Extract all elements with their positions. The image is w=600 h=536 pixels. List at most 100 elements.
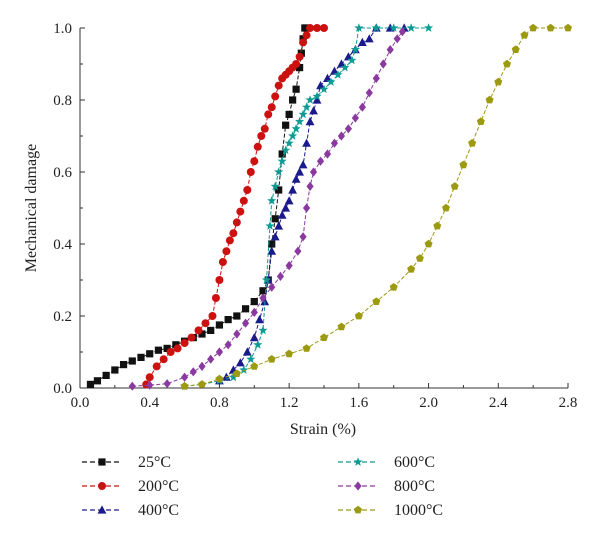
data-point (347, 55, 357, 65)
legend-marker (98, 482, 106, 490)
legend-marker (354, 481, 362, 491)
data-point (302, 31, 311, 40)
data-point (267, 103, 276, 112)
data-point (93, 377, 102, 385)
data-point (316, 81, 325, 90)
series-5 (180, 23, 572, 390)
data-point (344, 52, 353, 61)
data-point (239, 196, 248, 205)
series-4 (128, 27, 407, 391)
data-point (285, 349, 294, 358)
data-point (258, 325, 268, 335)
data-point (354, 23, 364, 32)
data-point (365, 88, 373, 98)
data-point (180, 339, 189, 347)
data-point (152, 362, 161, 371)
data-point (299, 38, 308, 47)
data-point (285, 261, 293, 271)
data-point (564, 23, 572, 32)
data-point (235, 358, 245, 367)
data-point (215, 374, 224, 383)
data-point (173, 344, 182, 353)
legend-label: 800°C (394, 478, 435, 495)
legend-label: 25°C (138, 454, 171, 471)
data-point (232, 369, 241, 377)
data-point (260, 124, 269, 133)
data-point (326, 77, 336, 86)
data-point (351, 113, 359, 123)
data-point (407, 265, 416, 273)
data-point (246, 168, 255, 176)
data-point (267, 355, 276, 363)
legend-marker (353, 457, 363, 466)
data-point (323, 73, 332, 82)
data-point (305, 95, 315, 104)
data-point (146, 350, 154, 358)
x-tick-label: 2.8 (559, 395, 578, 411)
data-point (291, 174, 301, 183)
data-point (398, 27, 407, 37)
data-point (102, 371, 110, 379)
data-point (255, 315, 264, 324)
data-point (267, 196, 277, 205)
data-point (259, 293, 267, 303)
data-point (189, 367, 197, 377)
x-tick-label: 1.2 (280, 395, 299, 411)
data-point (289, 96, 297, 104)
data-point (218, 258, 227, 266)
data-point (267, 246, 277, 255)
data-point (295, 116, 305, 126)
legend-marker (354, 505, 362, 514)
x-tick-label: 2.4 (489, 395, 508, 411)
data-point (312, 91, 322, 101)
legend-label: 400°C (138, 502, 179, 519)
data-point (270, 181, 280, 191)
data-point (128, 357, 136, 365)
data-point (299, 232, 307, 242)
data-point (302, 102, 312, 112)
data-point (291, 124, 301, 133)
data-point (285, 110, 293, 118)
data-point (215, 276, 224, 284)
data-point (503, 59, 511, 68)
data-point (281, 203, 291, 212)
data-point (253, 142, 262, 151)
data-point (320, 24, 328, 32)
data-point (274, 81, 283, 90)
data-point (340, 62, 350, 72)
data-point (274, 221, 284, 230)
legend-item-4: 800°C (338, 478, 435, 495)
data-point (207, 326, 215, 334)
data-point (330, 138, 339, 148)
data-point (450, 182, 459, 190)
data-point (229, 229, 238, 238)
data-point (180, 382, 189, 390)
data-point (187, 333, 196, 342)
x-tick-label: 1.6 (349, 395, 368, 411)
data-point (232, 218, 241, 227)
data-point (511, 45, 520, 53)
data-point (146, 380, 154, 390)
data-point (305, 117, 315, 126)
y-tick-label: 1.0 (53, 21, 72, 37)
data-point (137, 353, 145, 361)
y-tick-label: 0.4 (53, 237, 72, 253)
data-point (180, 372, 189, 382)
data-point (198, 330, 206, 338)
data-point (344, 124, 352, 134)
data-point (211, 294, 220, 302)
data-point (236, 207, 245, 216)
data-point (128, 381, 136, 391)
y-axis-title: Mechanical damage (23, 144, 40, 272)
data-point (243, 186, 252, 194)
data-point (313, 24, 322, 32)
data-point (288, 131, 298, 140)
data-point (494, 77, 503, 86)
data-point (306, 181, 314, 191)
legend: 25°C 200°C 400°C 600°C 800°C 1000°C (82, 454, 443, 519)
data-point (275, 186, 283, 194)
data-point (379, 59, 387, 69)
legend-label: 200°C (138, 478, 179, 495)
data-point (372, 297, 381, 305)
